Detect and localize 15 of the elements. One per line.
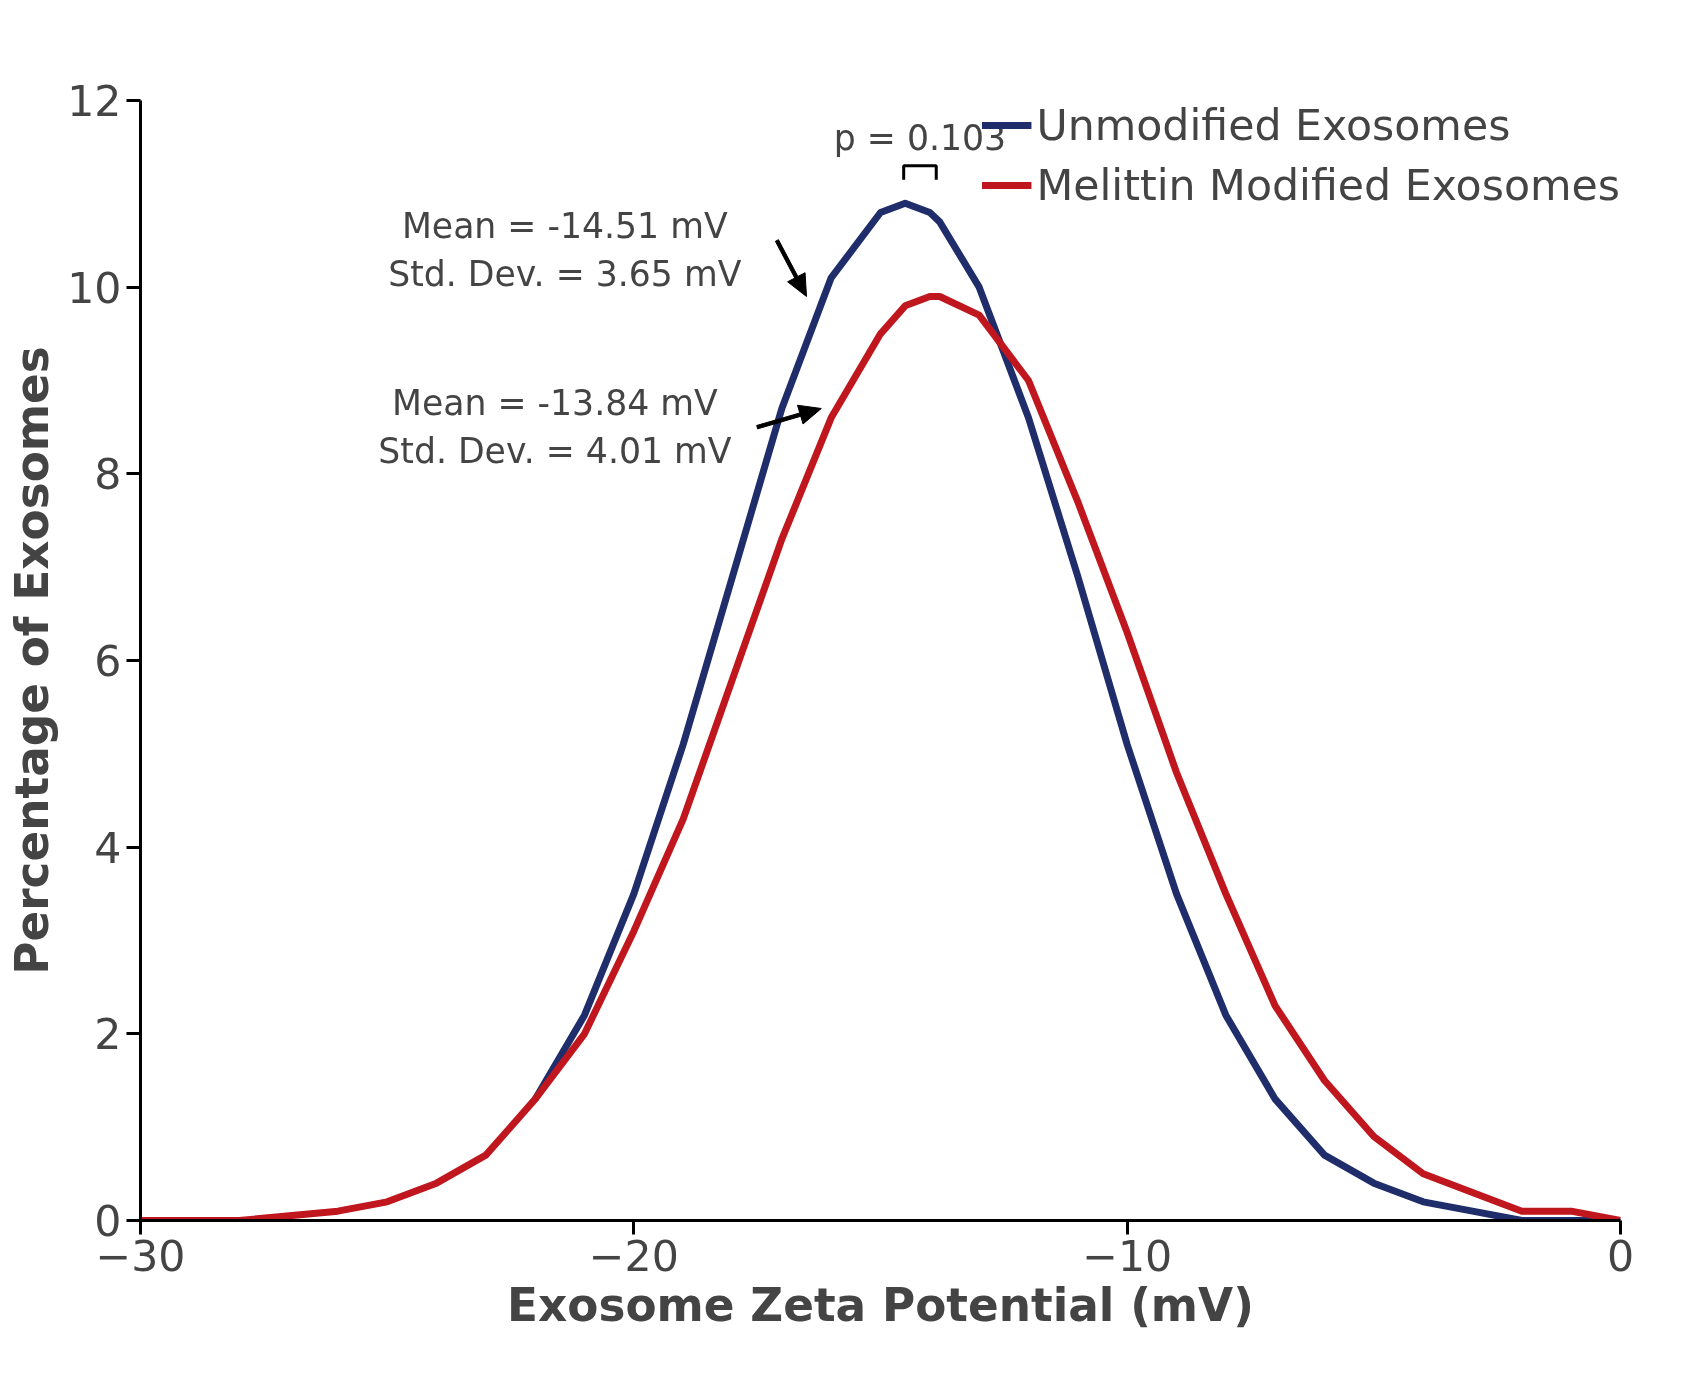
y-tick-label: 12 bbox=[67, 76, 122, 126]
annotation: Mean = -14.51 mV Std. Dev. = 3.65 mV bbox=[388, 205, 742, 294]
y-axis-title: Percentage of Exosomes bbox=[6, 346, 60, 975]
x-tick-label: −10 bbox=[1082, 1230, 1173, 1281]
x-tick-label: 0 bbox=[1606, 1230, 1635, 1281]
annotation: Mean = -13.84 mV Std. Dev. = 4.01 mV bbox=[378, 383, 732, 472]
y-tick-label: 4 bbox=[94, 822, 122, 873]
y-tick-label: 6 bbox=[94, 636, 122, 686]
y-tick-label: 2 bbox=[94, 1009, 122, 1060]
x-tick-label: −20 bbox=[588, 1230, 679, 1281]
legend-label: Melittin Modified Exosomes bbox=[1036, 160, 1620, 210]
y-tick-label: 8 bbox=[94, 449, 122, 500]
x-axis-title: Exosome Zeta Potential (mV) bbox=[507, 1278, 1254, 1332]
y-tick-label: 10 bbox=[67, 262, 122, 313]
legend-label: Unmodified Exosomes bbox=[1036, 100, 1511, 150]
